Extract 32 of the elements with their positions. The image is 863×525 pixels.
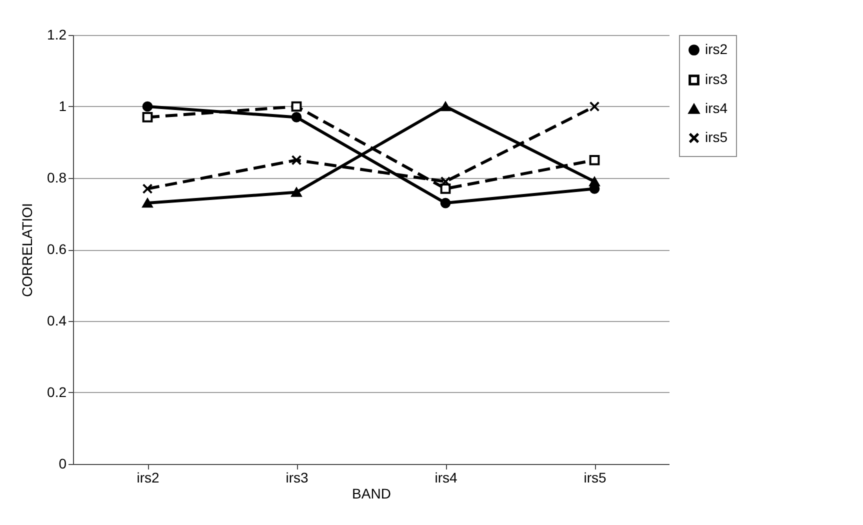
point [440, 184, 451, 194]
point [589, 154, 600, 166]
point [291, 188, 302, 197]
y-tick-label: 1.2 [47, 26, 67, 42]
point [440, 198, 451, 208]
y-tick-label: 0.6 [47, 241, 67, 257]
point [589, 101, 600, 112]
y-tick-label: 0.2 [47, 384, 67, 400]
y-axis-title: CORRELATIOI [19, 203, 36, 297]
point [291, 101, 302, 112]
legend-label: irs2 [705, 41, 728, 57]
point [291, 154, 302, 166]
point [142, 112, 153, 122]
y-tick-label: 0 [58, 456, 67, 472]
x-tick-label: irs3 [286, 470, 308, 486]
y-tick-label: 0.8 [47, 170, 67, 186]
point [589, 176, 600, 186]
point [440, 176, 451, 187]
x-axis-title: BAND [352, 486, 391, 502]
point [440, 102, 451, 112]
point [291, 112, 302, 122]
y-tick-label: 1 [58, 98, 67, 114]
legend-label: irs4 [705, 100, 728, 116]
x-tick-label: irs5 [584, 470, 606, 486]
legend-label: irs3 [705, 71, 728, 87]
point [142, 101, 153, 112]
x-tick-label: irs2 [136, 470, 160, 486]
point [142, 184, 153, 194]
point [142, 198, 153, 208]
x-tick-label: irs4 [434, 470, 458, 486]
legend-label: irs5 [705, 129, 728, 145]
y-tick-label: 0.4 [47, 312, 67, 328]
